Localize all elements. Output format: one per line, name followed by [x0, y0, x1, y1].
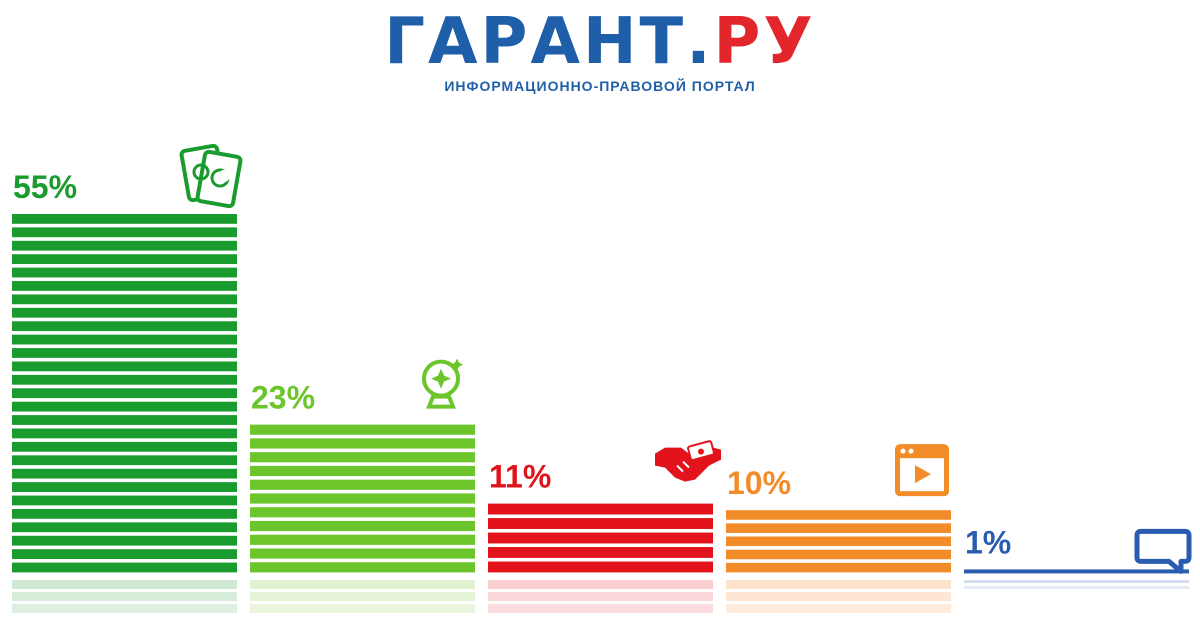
bar-stripe	[250, 493, 475, 504]
bar-reflection	[726, 580, 951, 589]
bar-stripe	[12, 388, 237, 399]
chat-bubble-icon	[1134, 528, 1192, 574]
video-player-icon	[895, 444, 949, 497]
bar-reflection	[12, 604, 237, 613]
bar-stripe	[726, 562, 951, 573]
bar-stripe	[12, 307, 237, 318]
bar-stripe	[726, 523, 951, 533]
bar-value-label: 23%	[251, 380, 315, 416]
bar-fill	[964, 569, 1189, 574]
bar-stripe	[12, 361, 237, 372]
bar-stripe	[12, 374, 237, 385]
bar-reflection	[964, 580, 1189, 583]
bar-stripe	[12, 254, 237, 265]
bar-stripe	[250, 520, 475, 532]
crystal-ball-icon	[422, 358, 463, 409]
logo-dot: .	[686, 5, 714, 79]
bar-reflection	[488, 592, 713, 601]
bar-stripe	[12, 281, 237, 291]
bar-stripe	[488, 561, 713, 573]
bar-stripe	[12, 522, 237, 533]
bar-stripe	[488, 547, 713, 558]
bar-stripe	[250, 548, 475, 559]
bar-stripe	[12, 214, 237, 224]
bar-stripe	[12, 535, 237, 546]
bar-stripe	[726, 536, 951, 547]
bar-reflection	[726, 592, 951, 601]
logo-brand: ГАРАНТ	[384, 5, 687, 79]
logo-tld: РУ	[713, 5, 816, 79]
bar-stripe	[250, 452, 475, 463]
logo-subtitle: ИНФОРМАЦИОННО-ПРАВОВОЙ ПОРТАЛ	[444, 78, 756, 94]
bar-stripe	[12, 227, 237, 238]
bar-stripe	[250, 424, 475, 435]
bar-stripe	[250, 479, 475, 490]
handshake-money-icon	[655, 440, 721, 482]
bar-stripe	[250, 562, 475, 573]
bar-stripe	[726, 510, 951, 520]
bar-reflection	[964, 586, 1189, 589]
bar-stripe	[12, 415, 237, 425]
bar-stripe	[12, 495, 237, 506]
bar-stripe	[488, 532, 713, 544]
bar-reflection	[488, 580, 713, 589]
bar-stripe	[250, 534, 475, 545]
tarot-cards-icon	[179, 143, 243, 209]
bar-stripe	[12, 468, 237, 479]
bar-reflection	[250, 580, 475, 589]
bar-value-label: 55%	[13, 169, 77, 205]
bar-stripe	[12, 240, 237, 251]
bar-value-label: 10%	[727, 465, 791, 501]
bar-stripe	[250, 438, 475, 449]
bar-4: 10%	[726, 444, 951, 613]
bar-stripe	[12, 441, 237, 452]
bar-value-label: 1%	[965, 524, 1011, 560]
bar-stripe	[12, 334, 237, 345]
logo-title: ГАРАНТ.РУ	[0, 8, 1200, 76]
bar-reflection	[488, 604, 713, 613]
bar-3: 11%	[488, 440, 721, 613]
bar-stripe	[250, 507, 475, 518]
bar-stripe	[12, 455, 237, 466]
bar-reflection	[12, 580, 237, 589]
bar-stripe	[12, 348, 237, 358]
bar-stripe	[12, 267, 237, 278]
bar-value-label: 11%	[489, 459, 551, 495]
bar-1: 55%	[12, 143, 243, 613]
bar-reflection	[250, 604, 475, 613]
bar-stripe	[12, 562, 237, 573]
bar-reflection	[12, 592, 237, 601]
bar-reflection	[250, 592, 475, 601]
bar-stripe	[12, 321, 237, 332]
bar-reflection	[726, 604, 951, 613]
bar-stripe	[726, 549, 951, 560]
site-logo[interactable]: ГАРАНТ.РУ ИНФОРМАЦИОННО-ПРАВОВОЙ ПОРТАЛ	[0, 8, 1200, 94]
bar-2: 23%	[250, 358, 475, 613]
bar-stripe	[488, 518, 713, 529]
bar-stripe	[12, 401, 237, 412]
bar-5: 1%	[964, 524, 1192, 589]
bar-stripe	[12, 549, 237, 559]
bar-stripe	[250, 465, 475, 477]
bar-stripe	[12, 294, 237, 305]
bar-stripe	[12, 508, 237, 519]
bar-stripe	[488, 503, 713, 515]
bar-stripe	[12, 482, 237, 492]
bar-stripe	[12, 428, 237, 439]
